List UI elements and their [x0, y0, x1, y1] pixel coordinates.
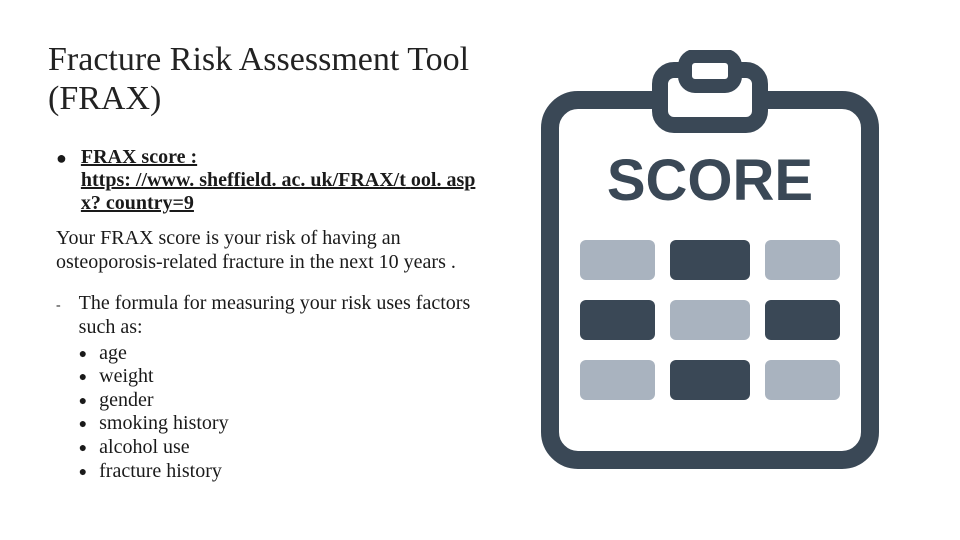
formula-intro: The formula for measuring your risk uses…: [79, 292, 471, 338]
slide: Fracture Risk Assessment Tool (FRAX) ● F…: [0, 0, 960, 540]
score-bullet: ● FRAX score : https: //www. sheffield. …: [48, 146, 488, 215]
formula-body: The formula for measuring your risk uses…: [79, 292, 488, 483]
bullet-icon: ●: [79, 347, 87, 364]
formula-block: - The formula for measuring your risk us…: [48, 292, 488, 483]
score-bullet-body: FRAX score : https: //www. sheffield. ac…: [81, 146, 488, 215]
factor-label: weight: [99, 365, 153, 389]
score-label: FRAX score :: [81, 146, 197, 168]
illustration-column: SCORE: [508, 40, 912, 510]
description-text: Your FRAX score is your risk of having a…: [48, 227, 488, 274]
list-item: ● smoking history: [79, 412, 488, 436]
list-item: ● weight: [79, 365, 488, 389]
bullet-icon: ●: [56, 148, 67, 170]
factor-label: smoking history: [99, 412, 228, 436]
bullet-icon: ●: [79, 465, 87, 482]
list-item: ● alcohol use: [79, 436, 488, 460]
list-item: ● fracture history: [79, 460, 488, 484]
factor-label: alcohol use: [99, 436, 190, 460]
factor-label: fracture history: [99, 460, 222, 484]
dash-icon: -: [56, 298, 61, 314]
bullet-icon: ●: [79, 441, 87, 458]
score-clipboard-icon: SCORE: [520, 50, 900, 480]
score-url-line1: https: //www. sheffield. ac. uk/FRAX/t: [81, 169, 406, 191]
bullet-icon: ●: [79, 370, 87, 387]
factors-list: ● age ● weight ● gender ● smoking history ● alcoh…: [79, 342, 488, 484]
score-word: SCORE: [607, 148, 813, 213]
score-link[interactable]: https: //www. sheffield. ac. uk/FRAX/t o…: [81, 169, 488, 215]
bullet-icon: ●: [79, 394, 87, 411]
bullet-icon: ●: [79, 417, 87, 434]
factor-label: gender: [99, 389, 153, 413]
page-title: Fracture Risk Assessment Tool (FRAX): [48, 40, 488, 118]
list-item: ● gender: [79, 389, 488, 413]
list-item: ● age: [79, 342, 488, 366]
factor-label: age: [99, 342, 127, 366]
content-column: Fracture Risk Assessment Tool (FRAX) ● F…: [48, 40, 508, 510]
